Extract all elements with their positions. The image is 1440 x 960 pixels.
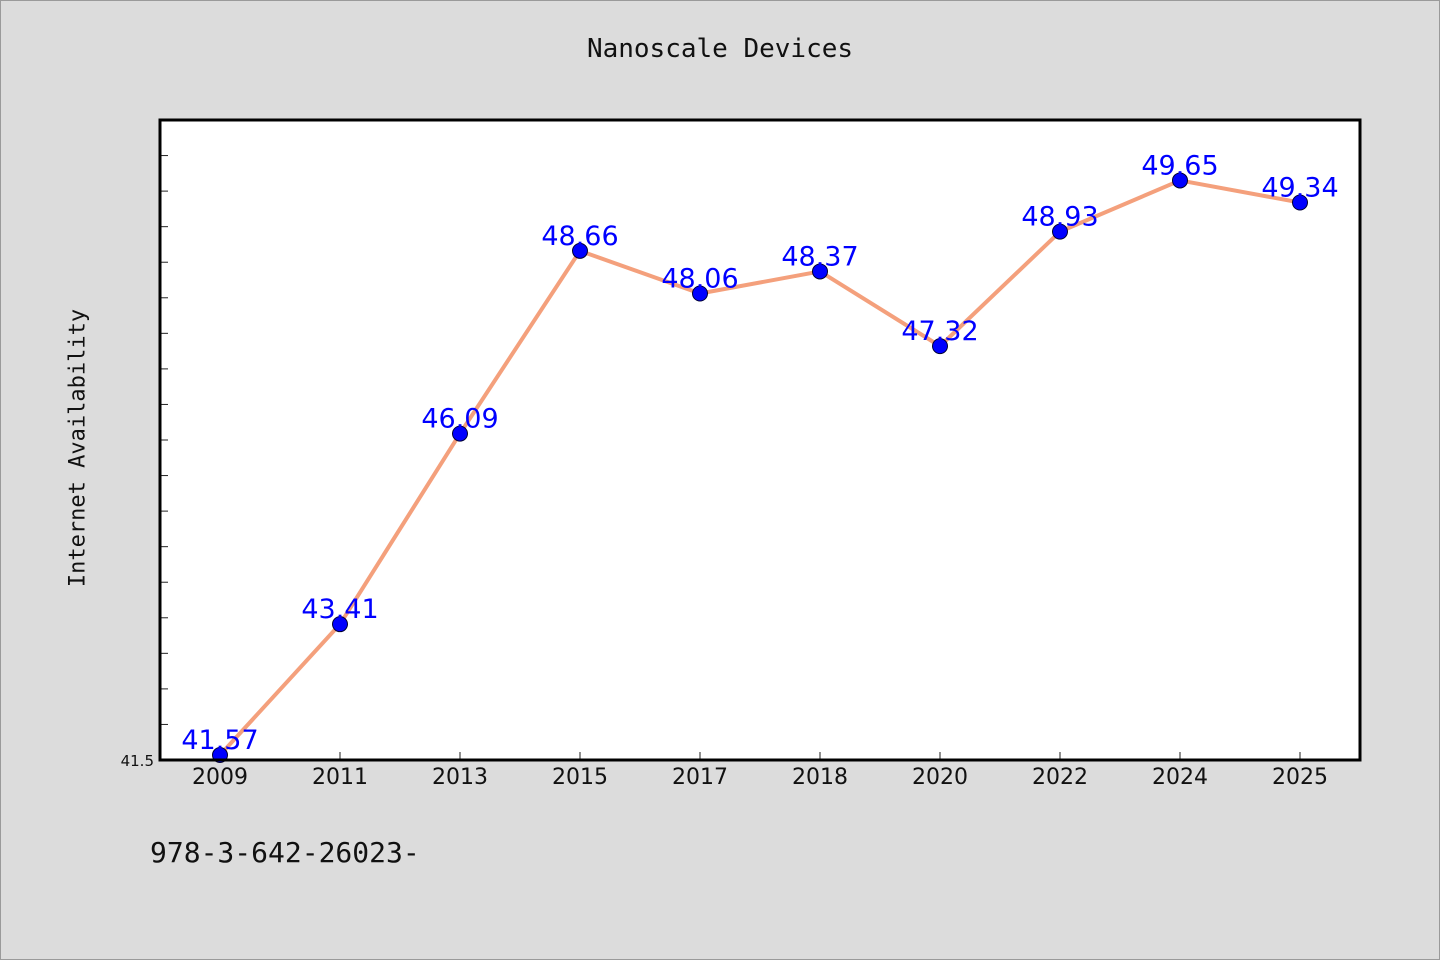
data-point-marker bbox=[1292, 194, 1308, 211]
data-point-marker bbox=[812, 263, 828, 280]
x-tick-label: 2018 bbox=[792, 765, 848, 790]
x-tick-label: 2022 bbox=[1032, 765, 1088, 790]
data-point-marker bbox=[572, 242, 588, 259]
data-point-marker bbox=[332, 616, 348, 633]
x-tick-label: 2015 bbox=[552, 765, 608, 790]
plot-border bbox=[158, 118, 1362, 762]
data-label: 48.06 bbox=[661, 264, 738, 295]
x-tick-label: 2009 bbox=[192, 765, 248, 790]
data-label: 47.32 bbox=[901, 316, 978, 347]
series-line bbox=[218, 178, 1302, 758]
y-tick-label: 41.5 bbox=[121, 752, 154, 770]
data-point-marker bbox=[692, 285, 708, 302]
x-tick-label: 2025 bbox=[1272, 765, 1328, 790]
data-label: 46.09 bbox=[421, 404, 498, 435]
data-point-marker bbox=[1052, 223, 1068, 240]
x-tick-label: 2011 bbox=[312, 765, 368, 790]
plot-area bbox=[160, 120, 1360, 760]
x-tick-label: 2020 bbox=[912, 765, 968, 790]
x-tick-label: 2017 bbox=[672, 765, 728, 790]
data-label: 48.66 bbox=[541, 221, 618, 252]
data-label: 41.57 bbox=[181, 725, 258, 756]
data-label: 49.65 bbox=[1141, 150, 1218, 181]
footnote-text: 978-3-642-26023- bbox=[150, 836, 420, 869]
data-label: 49.34 bbox=[1261, 172, 1338, 203]
data-label: 43.41 bbox=[301, 594, 378, 625]
data-point-marker bbox=[932, 338, 948, 355]
x-tick-label: 2013 bbox=[432, 765, 488, 790]
data-label: 48.37 bbox=[781, 241, 858, 272]
data-label: 48.93 bbox=[1021, 202, 1098, 233]
x-tick-label: 2024 bbox=[1152, 765, 1208, 790]
chart-title: Nanoscale Devices bbox=[586, 34, 854, 64]
data-point-marker bbox=[1172, 172, 1188, 189]
data-point-marker bbox=[452, 425, 468, 442]
